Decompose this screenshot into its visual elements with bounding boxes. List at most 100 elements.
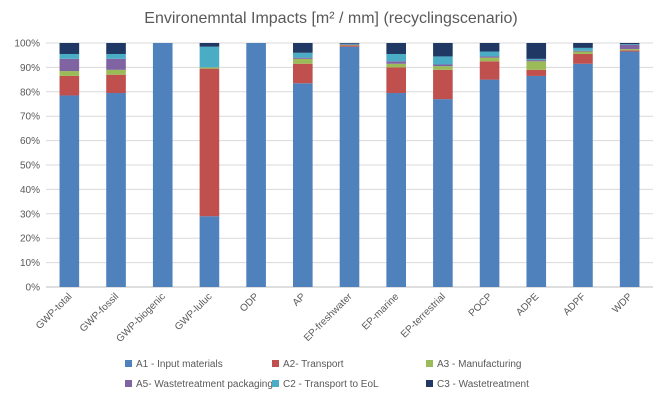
bar-segment xyxy=(386,43,406,54)
bar-segment xyxy=(526,58,547,61)
bar-segment xyxy=(199,43,220,47)
bar-segment xyxy=(59,75,80,96)
legend-swatch xyxy=(272,360,279,367)
x-tick-label: AP xyxy=(291,291,308,308)
bar-segment xyxy=(573,53,593,64)
bar-segment xyxy=(433,56,453,65)
legend-swatch xyxy=(272,380,279,387)
x-tick-label: ADPF xyxy=(561,291,588,318)
bar-segment xyxy=(293,57,313,59)
bar-segment xyxy=(106,93,126,288)
bar-segment xyxy=(106,53,126,59)
bars xyxy=(59,43,640,288)
bar-segment xyxy=(573,51,593,54)
bar-segment xyxy=(106,69,126,75)
y-tick-label: 70% xyxy=(20,112,40,123)
bar-segment xyxy=(386,63,406,68)
bar-segment xyxy=(293,52,313,58)
legend-label: C2 - Transport to EoL xyxy=(283,379,379,390)
legend-swatch xyxy=(125,380,132,387)
bar-segment xyxy=(619,43,640,45)
bar-segment xyxy=(526,43,547,59)
legend-swatch xyxy=(426,360,433,367)
bar-segment xyxy=(526,61,547,70)
x-tick-label: GWP-luluc xyxy=(173,291,215,333)
bar-segment xyxy=(246,43,266,287)
bar-segment xyxy=(433,43,453,57)
bar-segment xyxy=(619,44,640,45)
bar-segment xyxy=(573,47,593,51)
bar-segment xyxy=(573,50,593,52)
bar-segment xyxy=(479,61,500,80)
bar-segment xyxy=(106,74,126,94)
bar-segment xyxy=(433,99,453,288)
bar-segment xyxy=(619,49,640,51)
bar-segment xyxy=(339,43,360,45)
bar-segment xyxy=(479,56,500,58)
x-tick-label: GWP-biogenic xyxy=(114,291,167,344)
bar-segment xyxy=(386,67,406,94)
legend-label: C3 - Wastetreatment xyxy=(437,379,529,390)
bar-segment xyxy=(59,95,80,288)
bar-segment xyxy=(619,44,640,50)
x-tick-label: ODP xyxy=(238,291,261,314)
bar-segment xyxy=(106,58,126,70)
x-tick-label: EP-marine xyxy=(360,291,401,332)
x-tick-label: WDP xyxy=(610,291,635,316)
y-tick-label: 50% xyxy=(20,161,40,172)
bar-segment xyxy=(293,43,313,53)
bar-segment xyxy=(479,57,500,62)
y-tick-label: 60% xyxy=(20,136,40,147)
bar-segment xyxy=(152,43,173,287)
y-tick-label: 10% xyxy=(20,258,40,269)
bar-segment xyxy=(479,79,500,287)
bar-segment xyxy=(433,69,453,100)
bar-segment xyxy=(59,58,80,72)
legend-swatch xyxy=(125,360,132,367)
bar-segment xyxy=(619,50,640,52)
bar-segment xyxy=(59,71,80,76)
bar-segment xyxy=(386,53,406,62)
x-tick-label: EP-terrestrial xyxy=(399,291,448,340)
bar-segment xyxy=(479,43,500,52)
bar-segment xyxy=(479,51,500,57)
y-tick-label: 90% xyxy=(20,63,40,74)
bar-segment xyxy=(59,53,80,59)
y-tick-label: 30% xyxy=(20,209,40,220)
bar-segment xyxy=(199,68,220,217)
bar-segment xyxy=(573,63,593,287)
bar-segment xyxy=(199,67,220,69)
bar-segment xyxy=(293,58,313,64)
x-tick-label: EP-freshwater xyxy=(302,291,355,344)
chart-title: Environemntal Impacts [m² / mm] (recycli… xyxy=(144,10,517,27)
bar-segment xyxy=(573,43,593,48)
y-tick-label: 40% xyxy=(20,185,40,196)
bar-segment xyxy=(526,60,547,62)
x-tick-label: POCP xyxy=(467,291,495,319)
legend-label: A3 - Manufacturing xyxy=(437,359,522,370)
legend-label: A5- Wastetreatment packaging xyxy=(136,379,273,390)
x-tick-label: GWP-fossil xyxy=(78,291,121,334)
bar-segment xyxy=(106,43,126,54)
bar-segment xyxy=(293,63,313,84)
y-tick-label: 20% xyxy=(20,234,40,245)
legend-swatch xyxy=(426,380,433,387)
bar-segment xyxy=(339,45,360,47)
y-tick-label: 0% xyxy=(26,283,41,294)
bar-segment xyxy=(526,75,547,287)
bar-segment xyxy=(433,64,453,67)
bar-segment xyxy=(619,51,640,287)
x-tick-label: GWP-total xyxy=(34,291,74,331)
bar-segment xyxy=(433,66,453,70)
bar-segment xyxy=(339,46,360,287)
bar-segment xyxy=(386,61,406,64)
bar-segment xyxy=(199,46,220,68)
bar-segment xyxy=(293,83,313,287)
bar-segment xyxy=(526,69,547,76)
bar-segment xyxy=(386,93,406,288)
y-axis-tick-labels: 0% 10% 20% 30% 40% 50% 60% 70% 80% 90% 100% xyxy=(14,39,40,294)
bar-segment xyxy=(59,43,80,54)
